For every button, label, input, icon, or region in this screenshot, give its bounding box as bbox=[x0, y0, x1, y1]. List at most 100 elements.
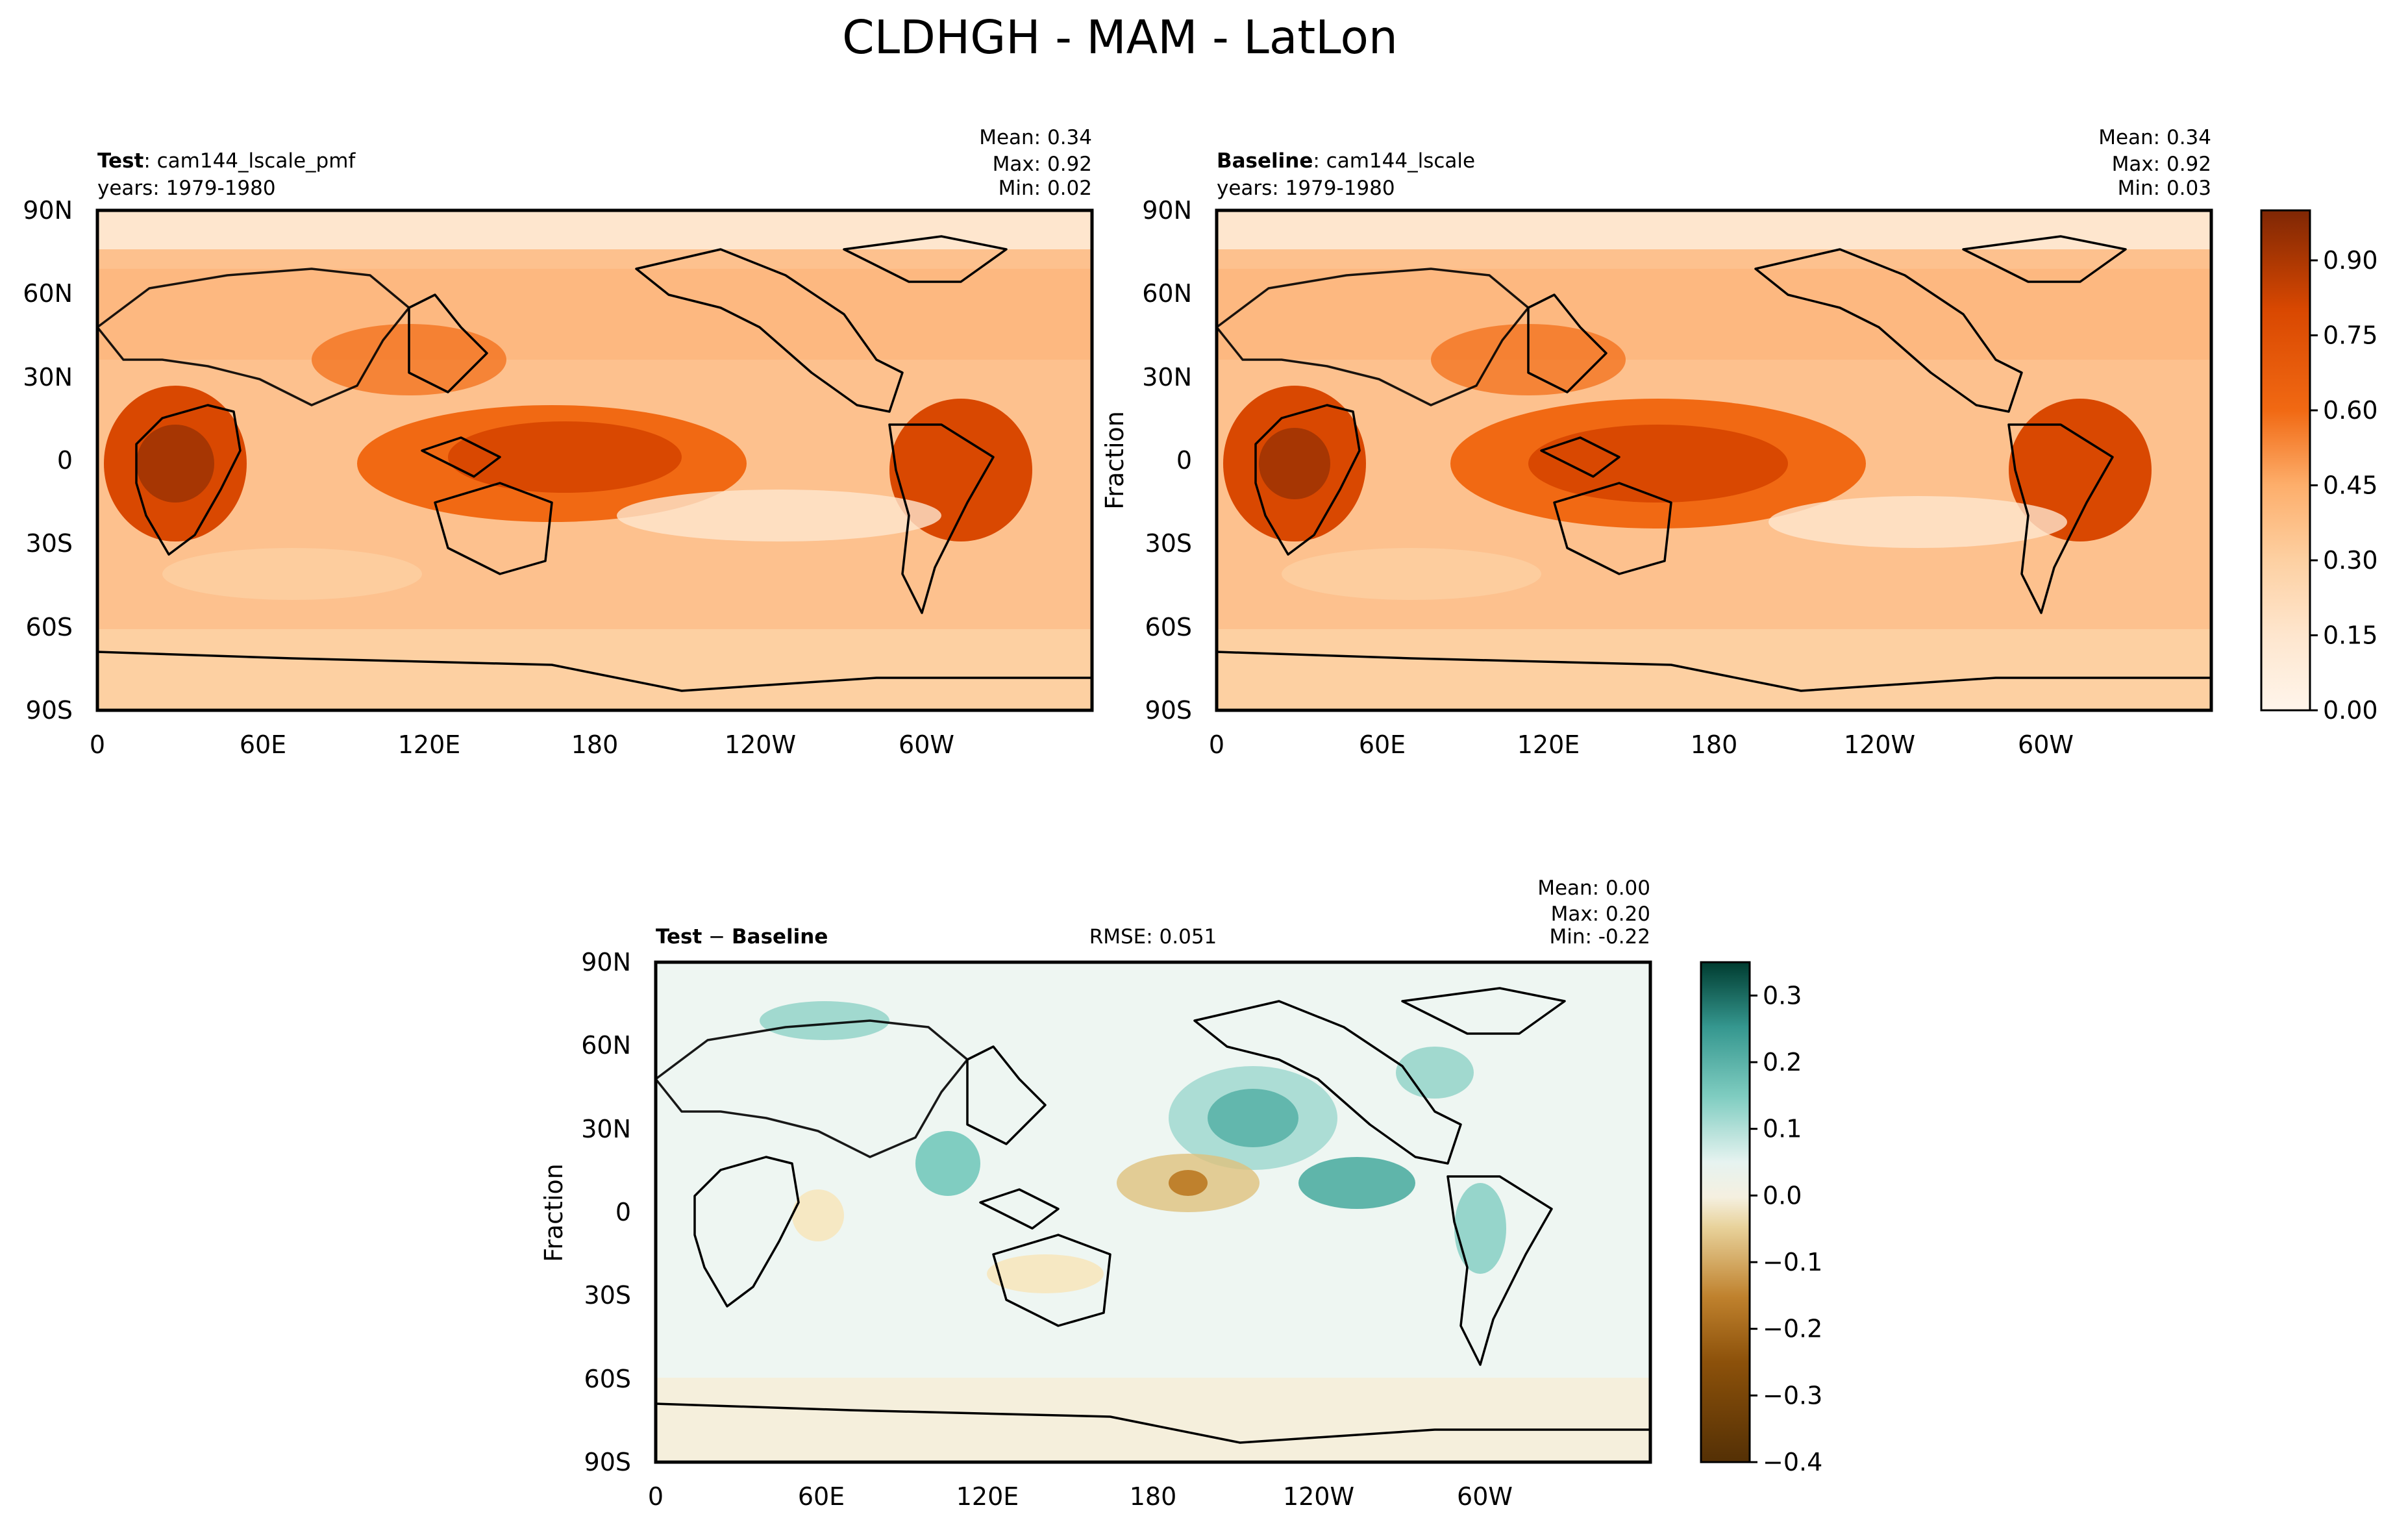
test-xtick-60W: 60W bbox=[899, 730, 954, 759]
colorbar-brbg-tick-label: 0.2 bbox=[1763, 1048, 1802, 1076]
diff-xtick-60W: 60W bbox=[1457, 1482, 1513, 1511]
diff-map-northpacific-halo bbox=[1169, 1066, 1337, 1170]
test-ytick-30N: 30N bbox=[23, 363, 73, 392]
diff-map-pacific-neg-core bbox=[1169, 1170, 1208, 1196]
test-map-polar-south bbox=[97, 629, 1092, 710]
colorbar-brbg-tick-label: −0.1 bbox=[1763, 1248, 1822, 1276]
colorbar-oranges-tick-label: 0.90 bbox=[2323, 246, 2378, 275]
baseline-map-amazon-max bbox=[2009, 399, 2152, 541]
baseline-map bbox=[1215, 208, 2213, 712]
diff-xtick-0: 0 bbox=[648, 1482, 664, 1511]
colorbar-brbg-tick-label: 0.1 bbox=[1763, 1115, 1802, 1143]
baseline-max: Max: 0.92 bbox=[2112, 153, 2211, 176]
diff-xtick-180: 180 bbox=[1130, 1482, 1177, 1511]
colorbar-oranges-tick-label: 0.30 bbox=[2323, 546, 2378, 575]
test-mean: Mean: 0.34 bbox=[979, 126, 1092, 149]
baseline-ytick-30S: 30S bbox=[1145, 529, 1192, 558]
diff-ytick-30N: 30N bbox=[581, 1115, 631, 1143]
colorbar-brbg: 0.3 0.2 0.1 0.0 −0.1 −0.2 −0.3 −0.4 bbox=[1700, 961, 1822, 1476]
diff-coastlines bbox=[654, 987, 1650, 1444]
baseline-xtick-60E: 60E bbox=[1359, 730, 1406, 759]
test-xtick-120E: 120E bbox=[398, 730, 461, 759]
diff-map-indian-neg bbox=[987, 1254, 1104, 1293]
diff-y-ticks: 90N 60N 30N 0 30S 60S 90S bbox=[581, 948, 631, 1476]
colorbar-brbg-tick-label: −0.4 bbox=[1763, 1448, 1822, 1476]
diff-mean: Mean: 0.00 bbox=[1537, 876, 1650, 900]
diff-xtick-120E: 120E bbox=[956, 1482, 1019, 1511]
diff-ytick-60N: 60N bbox=[581, 1031, 631, 1060]
baseline-map-southpacific-dry bbox=[1769, 496, 2067, 548]
baseline-coastlines bbox=[1215, 235, 2211, 692]
baseline-xtick-0: 0 bbox=[1209, 730, 1224, 759]
diff-xtick-60E: 60E bbox=[798, 1482, 845, 1511]
colorbar-oranges-tick-label: 0.00 bbox=[2323, 696, 2378, 725]
baseline-ytick-90S: 90S bbox=[1145, 696, 1192, 725]
baseline-map-polar-north bbox=[1217, 210, 2211, 249]
colorbar-brbg-tick-label: −0.3 bbox=[1763, 1381, 1822, 1410]
baseline-xtick-120W: 120W bbox=[1844, 730, 1915, 759]
baseline-xtick-60W: 60W bbox=[2018, 730, 2074, 759]
diff-map-africa-neg bbox=[792, 1189, 844, 1241]
diff-ytick-30S: 30S bbox=[584, 1281, 631, 1310]
baseline-label: Baseline: cam144_lscale bbox=[1217, 149, 1475, 173]
test-ytick-60N: 60N bbox=[23, 279, 73, 308]
baseline-map-midlat-band bbox=[1217, 269, 2211, 360]
test-map-midlat-band bbox=[97, 269, 1092, 360]
colorbar-brbg-tick-label: −0.2 bbox=[1763, 1315, 1822, 1343]
test-ytick-30S: 30S bbox=[26, 529, 73, 558]
baseline-mean: Mean: 0.34 bbox=[2098, 126, 2211, 149]
panel-test: Test: cam144_lscale_pmf years: 1979-1980… bbox=[23, 126, 1094, 759]
diff-rmse: RMSE: 0.051 bbox=[1089, 925, 1217, 949]
diff-label: Test − Baseline bbox=[656, 925, 828, 949]
baseline-map-indian-dry bbox=[1282, 548, 1541, 600]
diff-map bbox=[654, 960, 1652, 1464]
baseline-ytick-60N: 60N bbox=[1142, 279, 1192, 308]
diff-x-ticks: 0 60E 120E 180 120W 60W bbox=[648, 1482, 1513, 1511]
test-label: Test: cam144_lscale_pmf bbox=[97, 149, 356, 173]
test-y-ticks: 90N 60N 30N 0 30S 60S 90S bbox=[23, 196, 73, 725]
colorbar-oranges-tick-label: 0.15 bbox=[2323, 621, 2378, 650]
baseline-map-africa-core bbox=[1259, 428, 1330, 499]
baseline-ytick-30N: 30N bbox=[1142, 363, 1192, 392]
test-years: years: 1979-1980 bbox=[97, 177, 276, 200]
baseline-ytick-0: 0 bbox=[1176, 446, 1192, 475]
baseline-ytick-90N: 90N bbox=[1142, 196, 1192, 225]
test-ytick-90S: 90S bbox=[26, 696, 73, 725]
test-ytick-60S: 60S bbox=[26, 613, 73, 641]
test-map-southpacific-dry bbox=[617, 490, 941, 541]
diff-ylabel: Fraction bbox=[540, 1163, 568, 1262]
colorbar-brbg-tick-label: 0.0 bbox=[1763, 1181, 1802, 1210]
baseline-min: Min: 0.03 bbox=[2118, 177, 2211, 200]
test-xtick-120W: 120W bbox=[725, 730, 796, 759]
test-map-pacific-core bbox=[448, 421, 682, 493]
test-ytick-90N: 90N bbox=[23, 196, 73, 225]
test-map-frame bbox=[95, 208, 1094, 712]
diff-map-siberia-pos bbox=[760, 1001, 889, 1040]
colorbar-oranges-bar bbox=[2260, 209, 2311, 712]
figure-title: CLDHGH - MAM - LatLon bbox=[842, 10, 1398, 64]
test-min: Min: 0.02 bbox=[999, 177, 1092, 200]
diff-ytick-0: 0 bbox=[615, 1198, 631, 1226]
diff-map-maritime-pos bbox=[915, 1131, 980, 1196]
test-map-africa-core bbox=[136, 425, 214, 503]
diff-map-brazil-pos bbox=[1454, 1183, 1506, 1274]
baseline-map-frame bbox=[1215, 208, 2213, 712]
diff-map-eastpacific-pos bbox=[1298, 1157, 1415, 1209]
diff-ytick-60S: 60S bbox=[584, 1365, 631, 1393]
baseline-xtick-180: 180 bbox=[1691, 730, 1738, 759]
test-ytick-0: 0 bbox=[57, 446, 73, 475]
colorbar-brbg-tick-label: 0.3 bbox=[1763, 981, 1802, 1010]
colorbar-oranges: 0.90 0.75 0.60 0.45 0.30 0.15 0.00 bbox=[2260, 209, 2378, 725]
panel-baseline: Baseline: cam144_lscale years: 1979-1980… bbox=[1100, 126, 2378, 759]
diff-ytick-90S: 90S bbox=[584, 1448, 631, 1476]
baseline-x-ticks: 0 60E 120E 180 120W 60W bbox=[1209, 730, 2074, 759]
test-xtick-180: 180 bbox=[571, 730, 619, 759]
colorbar-brbg-bar bbox=[1700, 961, 1751, 1463]
diff-map-south-band bbox=[656, 1378, 1650, 1462]
test-map bbox=[95, 208, 1094, 712]
diff-map-frame bbox=[654, 960, 1652, 1464]
baseline-y-ticks: 90N 60N 30N 0 30S 60S 90S bbox=[1142, 196, 1192, 725]
test-map-indian-dry bbox=[162, 548, 422, 600]
colorbar-oranges-ticks: 0.90 0.75 0.60 0.45 0.30 0.15 0.00 bbox=[2310, 246, 2378, 725]
